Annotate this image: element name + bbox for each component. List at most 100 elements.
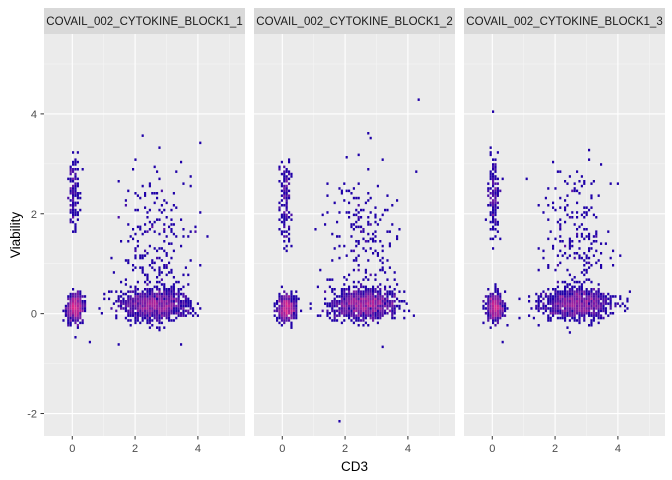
hexbin-cell bbox=[177, 295, 180, 298]
hexbin-cell bbox=[76, 307, 79, 310]
hexbin-cell bbox=[487, 300, 490, 303]
hexbin-cell bbox=[76, 312, 79, 315]
hexbin-cell bbox=[115, 314, 118, 317]
hexbin-cell bbox=[285, 244, 288, 248]
hexbin-cell bbox=[340, 304, 343, 308]
hexbin-cell bbox=[583, 314, 586, 317]
hexbin-cell bbox=[487, 312, 490, 315]
hexbin-cell bbox=[67, 312, 70, 315]
hexbin-cell bbox=[544, 292, 547, 296]
hexbin-cell bbox=[333, 297, 336, 301]
hexbin-cell bbox=[129, 290, 132, 293]
hexbin-cell bbox=[144, 297, 147, 301]
hexbin-cell bbox=[160, 247, 163, 250]
hexbin-cell bbox=[612, 312, 615, 315]
hexbin-cell bbox=[168, 225, 171, 229]
hexbin-cell bbox=[590, 242, 593, 245]
hexbin-cell bbox=[487, 319, 490, 322]
hexbin-cell bbox=[489, 201, 492, 205]
hexbin-cell bbox=[120, 302, 123, 305]
hexbin-cell bbox=[595, 304, 598, 308]
hexbin-cell bbox=[568, 309, 571, 313]
hexbin-cell bbox=[280, 297, 283, 301]
hexbin-cell bbox=[597, 304, 600, 308]
hexbin-cell bbox=[146, 300, 149, 303]
hexbin-cell bbox=[376, 252, 379, 255]
hexbin-cell bbox=[278, 300, 281, 303]
hexbin-cell bbox=[148, 307, 151, 310]
hexbin-cell bbox=[357, 280, 360, 284]
y-axis-title: Viability bbox=[8, 212, 23, 259]
hexbin-cell bbox=[386, 304, 389, 308]
hexbin-cell bbox=[336, 220, 339, 224]
hexbin-cell bbox=[544, 196, 547, 200]
hexbin-cell bbox=[163, 264, 166, 267]
hexbin-cell bbox=[182, 300, 185, 303]
hexbin-cell bbox=[549, 302, 552, 305]
hexbin-cell bbox=[573, 319, 576, 322]
hexbin-cell bbox=[566, 213, 569, 217]
hexbin-cell bbox=[537, 324, 540, 327]
hexbin-cell bbox=[376, 307, 379, 310]
hexbin-cell bbox=[172, 292, 175, 296]
hexbin-cell bbox=[175, 300, 178, 303]
hexbin-cell bbox=[362, 278, 365, 281]
hexbin-cell bbox=[576, 292, 579, 296]
hexbin-cell bbox=[496, 297, 499, 301]
hexbin-cell bbox=[141, 254, 144, 257]
hexbin-cell bbox=[489, 211, 492, 214]
hexbin-cell bbox=[175, 297, 178, 301]
hexbin-cell bbox=[295, 290, 298, 293]
hexbin-cell bbox=[280, 199, 283, 202]
hexbin-cell bbox=[571, 309, 574, 313]
hexbin-cell bbox=[283, 314, 286, 317]
hexbin-cell bbox=[156, 170, 159, 173]
hexbin-cell bbox=[338, 211, 341, 214]
hexbin-cell bbox=[492, 319, 495, 322]
hexbin-cell bbox=[338, 309, 341, 313]
hexbin-cell bbox=[492, 314, 495, 317]
hexbin-cell bbox=[184, 302, 187, 305]
hexbin-cell bbox=[374, 206, 377, 209]
hexbin-cell bbox=[283, 177, 286, 181]
hexbin-cell bbox=[367, 312, 370, 315]
hexbin-cell bbox=[160, 292, 163, 296]
hexbin-cell bbox=[357, 297, 360, 301]
hexbin-cell bbox=[595, 300, 598, 303]
hexbin-cell bbox=[285, 175, 288, 178]
hexbin-cell bbox=[76, 168, 79, 171]
hexbin-cell bbox=[81, 304, 84, 308]
hexbin-cell bbox=[381, 266, 384, 269]
hexbin-cell bbox=[376, 295, 379, 298]
hexbin-cell bbox=[160, 271, 163, 274]
hexbin-cell bbox=[79, 316, 82, 320]
hexbin-cell bbox=[564, 307, 567, 310]
hexbin-cell bbox=[362, 208, 365, 212]
hexbin-cell bbox=[600, 316, 603, 320]
hexbin-cell bbox=[568, 290, 571, 293]
hexbin-cell bbox=[381, 268, 384, 272]
hexbin-cell bbox=[278, 295, 281, 298]
hexbin-cell bbox=[568, 283, 571, 286]
hexbin-cell bbox=[540, 300, 543, 303]
hexbin-cell bbox=[367, 300, 370, 303]
hexbin-cell bbox=[494, 309, 497, 313]
hexbin-cell bbox=[367, 302, 370, 305]
hexbin-cell bbox=[72, 184, 75, 188]
hexbin-cell bbox=[494, 211, 497, 214]
hexbin-cell bbox=[494, 283, 497, 286]
hexbin-cell bbox=[504, 302, 507, 305]
hexbin-cell bbox=[136, 280, 139, 284]
hexbin-cell bbox=[568, 216, 571, 219]
hexbin-cell bbox=[355, 259, 358, 262]
hexbin-cell bbox=[122, 297, 125, 301]
hexbin-cell bbox=[285, 199, 288, 202]
hexbin-cell bbox=[67, 319, 70, 322]
hexbin-cell bbox=[74, 160, 77, 164]
hexbin-cell bbox=[280, 314, 283, 317]
hexbin-cell bbox=[79, 290, 82, 293]
hexbin-cell bbox=[398, 290, 401, 293]
hexbin-cell bbox=[290, 326, 293, 329]
hexbin-cell bbox=[72, 220, 75, 224]
hexbin-cell bbox=[74, 304, 77, 308]
